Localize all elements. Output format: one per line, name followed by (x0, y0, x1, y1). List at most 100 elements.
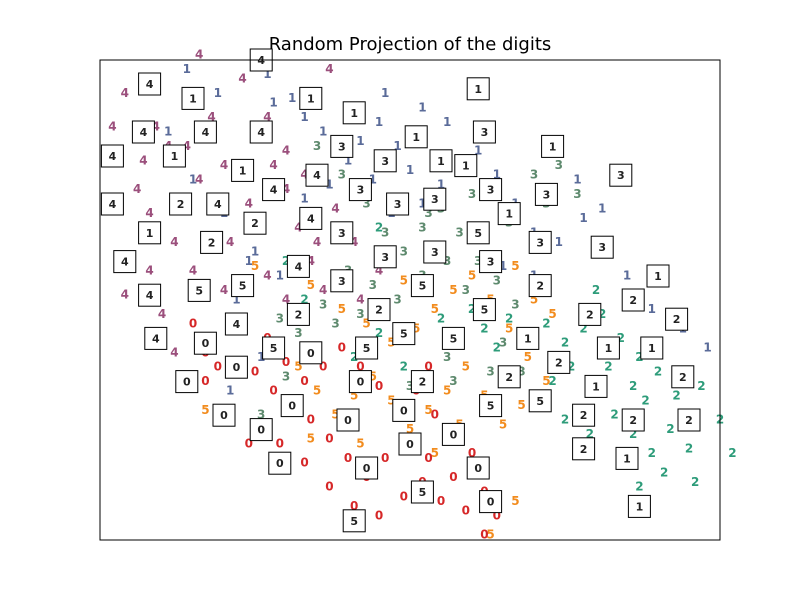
digit-point-4: 4 (319, 283, 327, 297)
digit-point-2: 2 (350, 350, 358, 364)
digit-point-3: 3 (530, 168, 538, 182)
thumbnail-digit: 0 (307, 347, 315, 360)
digit-point-3: 3 (338, 168, 346, 182)
thumbnail-frame (330, 221, 354, 245)
digit-point-1: 1 (499, 259, 507, 273)
thumbnail-frame (441, 422, 465, 446)
digit-thumbnail-0: 0 (398, 432, 422, 456)
digit-point-4: 4 (195, 173, 203, 187)
digit-thumbnail-5: 5 (231, 274, 255, 298)
thumbnail-digit: 1 (474, 83, 482, 96)
digit-point-1: 1 (474, 144, 482, 158)
digit-point-4: 4 (183, 139, 191, 153)
digit-point-5: 5 (412, 321, 420, 335)
digit-thumbnail-0: 0 (355, 456, 379, 480)
thumbnail-frame (677, 408, 701, 432)
digit-point-4: 4 (158, 307, 166, 321)
digit-thumbnail-4: 4 (193, 120, 217, 144)
thumbnail-frame (181, 86, 205, 110)
thumbnail-frame (640, 336, 664, 360)
thumbnail-frame (206, 192, 230, 216)
thumbnail-digit: 1 (592, 380, 600, 393)
digit-thumbnail-3: 3 (528, 230, 552, 254)
digit-thumbnail-0: 0 (175, 370, 199, 394)
digit-point-5: 5 (313, 384, 321, 398)
digit-point-2: 2 (468, 302, 476, 316)
thumbnail-digit: 5 (400, 328, 408, 341)
digit-thumbnail-2: 2 (621, 288, 645, 312)
thumbnail-frame (373, 245, 397, 269)
digit-point-1: 1 (276, 269, 284, 283)
digit-point-1: 1 (406, 163, 414, 177)
digit-thumbnail-0: 0 (224, 355, 248, 379)
digit-point-2: 2 (437, 312, 445, 326)
digit-point-4: 4 (325, 62, 333, 76)
thumbnail-digit: 1 (505, 208, 513, 221)
digit-point-5: 5 (387, 336, 395, 350)
thumbnail-digit: 0 (400, 404, 408, 417)
digit-point-3: 3 (331, 317, 339, 331)
digit-point-0: 0 (300, 374, 308, 388)
digit-point-2: 2 (666, 422, 674, 436)
digit-point-3: 3 (468, 187, 476, 201)
digit-point-1: 1 (437, 177, 445, 191)
thumbnail-frame (590, 235, 614, 259)
thumbnail-frame (299, 206, 323, 230)
digit-point-0: 0 (431, 408, 439, 422)
digit-point-5: 5 (350, 389, 358, 403)
digit-point-5: 5 (251, 259, 259, 273)
digit-point-3: 3 (555, 158, 563, 172)
thumbnail-frame (305, 163, 329, 187)
digit-thumbnail-1: 1 (162, 144, 186, 168)
digit-thumbnail-2: 2 (671, 365, 695, 389)
digit-point-5: 5 (511, 494, 519, 508)
digit-point-4: 4 (269, 158, 277, 172)
digit-point-3: 3 (493, 273, 501, 287)
thumbnail-frame (472, 120, 496, 144)
thumbnail-frame (528, 389, 552, 413)
digit-point-3: 3 (424, 206, 432, 220)
digit-point-1: 1 (257, 350, 265, 364)
digit-point-5: 5 (524, 350, 532, 364)
thumbnail-digit: 5 (239, 280, 247, 293)
thumbnail-digit: 4 (295, 260, 303, 273)
digit-thumbnail-3: 3 (330, 221, 354, 245)
thumbnail-digit: 4 (307, 212, 315, 225)
digit-point-3: 3 (257, 408, 265, 422)
digit-point-3: 3 (573, 187, 581, 201)
thumbnail-digit: 3 (394, 198, 402, 211)
digit-thumbnail-3: 3 (330, 269, 354, 293)
thumbnail-digit: 0 (363, 462, 371, 475)
digit-thumbnail-3: 3 (479, 250, 503, 274)
digit-thumbnail-2: 2 (243, 211, 267, 235)
digit-point-2: 2 (567, 360, 575, 374)
digit-point-1: 1 (300, 110, 308, 124)
digit-point-1: 1 (573, 173, 581, 187)
digit-point-2: 2 (542, 317, 550, 331)
digit-point-4: 4 (307, 254, 315, 268)
digit-point-2: 2 (660, 465, 668, 479)
thumbnail-digit: 2 (673, 313, 681, 326)
digit-point-1: 1 (269, 96, 277, 110)
digit-point-4: 4 (207, 110, 215, 124)
thumbnail-frame (355, 456, 379, 480)
thumbnail-frame (224, 355, 248, 379)
thumbnail-frame (429, 149, 453, 173)
digit-point-5: 5 (486, 528, 494, 542)
thumbnail-digit: 1 (524, 332, 532, 345)
digit-point-0: 0 (201, 374, 209, 388)
digit-point-5: 5 (294, 360, 302, 374)
digit-point-4: 4 (313, 235, 321, 249)
thumbnail-digit: 0 (202, 337, 210, 350)
digit-point-5: 5 (338, 302, 346, 316)
thumbnail-frame (627, 494, 651, 518)
thumbnail-digit: 2 (375, 304, 383, 317)
digit-thumbnail-0: 0 (348, 370, 372, 394)
digit-point-4: 4 (282, 293, 290, 307)
thumbnail-frame (441, 326, 465, 350)
thumbnail-digit: 2 (295, 308, 303, 321)
digit-point-1: 1 (579, 211, 587, 225)
digit-thumbnail-1: 1 (181, 86, 205, 110)
digit-point-2: 2 (579, 321, 587, 335)
thumbnail-digit: 3 (481, 126, 489, 139)
